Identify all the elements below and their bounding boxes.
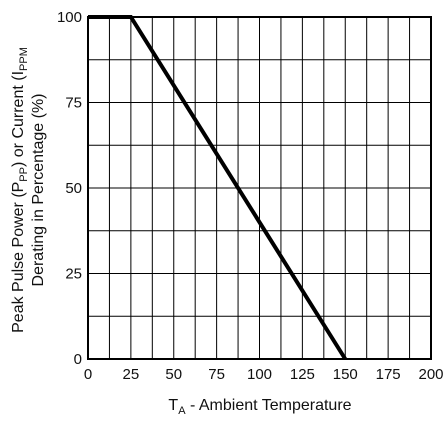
x-tick-label: 200	[418, 366, 443, 383]
y-tick-labels: 0 25 50 75 100	[57, 9, 82, 368]
grid-layer	[87, 16, 432, 360]
y-axis-label: Peak Pulse Power (PPP) or Current (IPPM …	[10, 47, 47, 333]
y-tick-label: 0	[74, 351, 82, 368]
y-label-mid: ) or Current (I	[10, 71, 27, 167]
plot-frame	[87, 16, 432, 360]
x-tick-label: 175	[376, 366, 401, 383]
x-axis-label-rest: - Ambient Temperature	[186, 397, 352, 414]
x-tick-label: 100	[247, 366, 272, 383]
y-axis-label-line1: Peak Pulse Power (PPP) or Current (IPPM	[10, 47, 30, 333]
x-tick-label: 125	[290, 366, 315, 383]
y-label-sub-pp: PP	[18, 167, 30, 182]
x-axis-label: TA - Ambient Temperature	[168, 397, 351, 417]
x-tick-label: 25	[123, 366, 140, 383]
x-tick-label: 0	[84, 366, 92, 383]
y-tick-label: 75	[65, 95, 82, 112]
x-tick-label: 50	[165, 366, 182, 383]
x-tick-label: 150	[333, 366, 358, 383]
y-label-prefix: Peak Pulse Power (P	[10, 182, 27, 333]
x-tick-labels: 0 25 50 75 100 125 150 175 200	[84, 366, 444, 383]
y-tick-label: 100	[57, 9, 82, 26]
y-label-sub-ppm: PPM	[18, 47, 30, 71]
y-tick-label: 50	[65, 180, 82, 197]
y-tick-label: 25	[65, 266, 82, 283]
y-axis-label-line2: Derating in Percentage (%)	[30, 94, 47, 287]
x-axis-label-sub: A	[178, 405, 186, 417]
x-tick-label: 75	[208, 366, 225, 383]
x-axis-label-main: T	[168, 397, 178, 414]
